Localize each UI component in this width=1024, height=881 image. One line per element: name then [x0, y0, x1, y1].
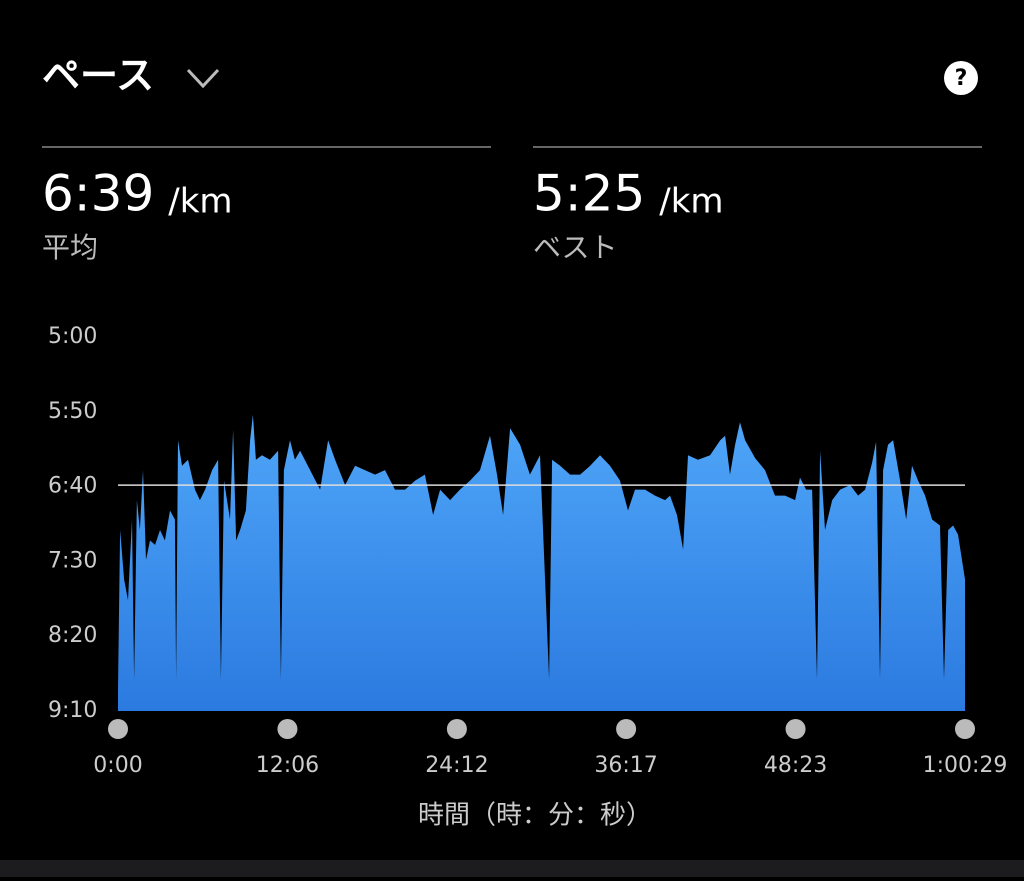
y-tick-label: 7:30	[48, 548, 97, 573]
x-tick-label: 36:17	[594, 753, 657, 778]
y-tick-label: 5:50	[48, 399, 97, 424]
stat-value: 5:25	[533, 165, 645, 223]
x-tick-dot	[955, 719, 975, 739]
x-tick-dot	[446, 719, 467, 739]
pace-area	[118, 414, 965, 711]
stat-label: ベスト	[533, 231, 618, 264]
help-icon-glyph: ?	[955, 66, 968, 91]
x-tick-label: 48:23	[764, 753, 827, 778]
x-tick-dot	[108, 719, 128, 739]
x-tick-dot	[277, 719, 298, 739]
stat-unit: /km	[168, 182, 232, 222]
metric-title[interactable]: ペース	[42, 54, 154, 98]
y-tick-label: 5:00	[48, 324, 97, 349]
x-tick-label: 24:12	[425, 753, 488, 778]
y-tick-label: 8:20	[48, 623, 97, 648]
y-tick-label: 6:40	[48, 474, 97, 499]
y-tick-label: 9:10	[48, 698, 97, 723]
x-tick-dot	[785, 719, 806, 739]
x-tick-dot	[616, 719, 637, 739]
x-tick-label: 12:06	[256, 753, 319, 778]
dropdown-chevron[interactable]	[186, 68, 220, 89]
x-axis-title: 時間（時：分：秒）	[418, 801, 652, 831]
help-icon[interactable]	[944, 61, 978, 95]
stat-value: 6:39	[42, 165, 154, 223]
x-tick-label: 1:00:29	[923, 753, 1008, 778]
stat-label: 平均	[42, 231, 98, 264]
bottom-strip	[0, 860, 1024, 877]
stat-unit: /km	[659, 182, 723, 222]
x-tick-label: 0:00	[93, 753, 142, 778]
